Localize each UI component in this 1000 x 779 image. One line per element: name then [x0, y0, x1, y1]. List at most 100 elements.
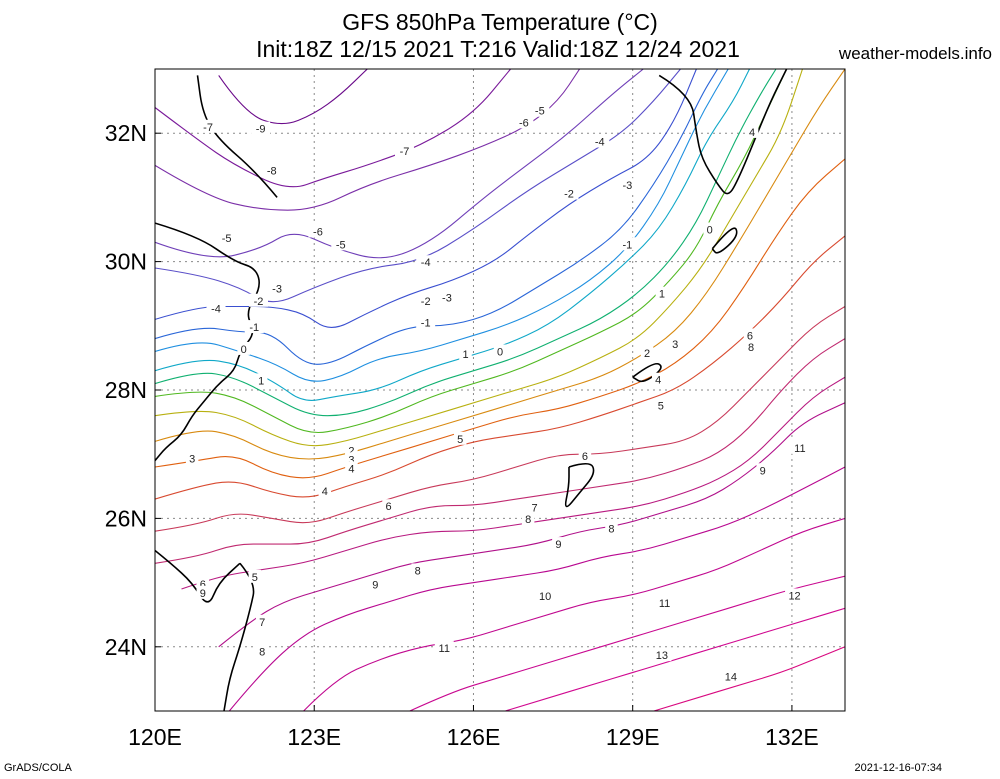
coastlines [155, 69, 788, 711]
contour-label-bg [744, 339, 758, 353]
contour-label: -4 [421, 257, 431, 269]
contour-lines [155, 69, 845, 711]
contour-line-9 [218, 402, 845, 648]
contour-label: 4 [655, 375, 661, 387]
x-tick-label: 123E [287, 724, 341, 750]
contour-label: 8 [608, 524, 614, 536]
contour-label: 13 [656, 650, 668, 662]
contour-label-bg [255, 644, 269, 658]
y-tick-label: 28N [105, 377, 147, 403]
contour-label: 4 [749, 127, 755, 139]
contour-label: 0 [241, 344, 247, 356]
contour-line-2 [155, 69, 804, 447]
contour-label-bg [530, 103, 550, 117]
coastline [223, 562, 255, 711]
contour-label-bg [521, 512, 535, 526]
contour-label: -8 [267, 165, 277, 177]
contour-label-bg [721, 669, 741, 683]
contour-label: 6 [747, 330, 753, 342]
contour-line-minus9 [218, 69, 368, 125]
contour-label: -3 [442, 293, 452, 305]
contour-line-8 [181, 376, 845, 590]
contour-label-bg [552, 537, 565, 551]
contour-label: 3 [672, 339, 678, 351]
contour-label: -5 [336, 239, 346, 251]
contour-line-minus1 [155, 69, 750, 401]
contour-label-bg [206, 301, 226, 315]
contour-label-bg [217, 230, 237, 244]
coastline [711, 227, 738, 254]
contour-label: 4 [348, 463, 354, 475]
coastline [658, 69, 788, 195]
contour-label: 5 [457, 434, 463, 446]
contour-label: 5 [658, 400, 664, 412]
contour-label: 7 [259, 617, 265, 629]
contour-line-14 [653, 646, 845, 711]
coastline [632, 363, 662, 383]
contour-label: 0 [497, 346, 503, 358]
coastline [155, 222, 260, 462]
contour-line-minus4 [155, 69, 697, 328]
contour-label-bg [394, 144, 414, 158]
contour-label: -2 [421, 296, 431, 308]
y-tick-label: 24N [105, 634, 147, 660]
contour-label: -4 [211, 303, 221, 315]
generated-timestamp: 2021-12-16-07:34 [854, 762, 942, 774]
contour-label: -1 [249, 322, 259, 334]
contour-label-bg [652, 648, 672, 662]
contour-label-bg [249, 293, 268, 307]
coastline [196, 75, 278, 198]
contour-label: 1 [659, 289, 665, 301]
contour-label: -5 [535, 106, 545, 118]
contour-label-bg [262, 163, 282, 177]
contour-label-bg [703, 222, 716, 236]
contour-label: -2 [564, 189, 574, 201]
contour-label-bg [437, 290, 457, 304]
contour-label: 11 [794, 443, 805, 455]
contour-label-bg [745, 124, 759, 138]
contour-label: 6 [385, 501, 391, 513]
contour-label: 8 [415, 565, 421, 577]
contour-label: -6 [313, 226, 323, 238]
contour-line-3 [155, 69, 845, 460]
contour-label-bg [267, 281, 287, 295]
contour-label: 6 [200, 579, 206, 591]
y-tick-label: 32N [105, 120, 147, 146]
contour-label-bg [790, 440, 810, 454]
contour-label-bg [244, 320, 264, 334]
contour-label: 6 [582, 451, 588, 463]
contour-label-bg [251, 121, 271, 135]
contour-label-bg [578, 449, 592, 463]
contour-label-bg [514, 115, 534, 129]
x-tick-label: 132E [765, 724, 819, 750]
contour-label: -7 [400, 146, 410, 158]
y-tick-label: 30N [105, 249, 147, 275]
contour-label: 8 [259, 646, 265, 658]
contour-label-bg [198, 119, 218, 133]
contour-label: 3 [348, 454, 354, 466]
contour-label: 9 [200, 588, 206, 600]
contour-label: 7 [531, 502, 537, 514]
contour-label-bg [237, 341, 250, 355]
contour-label-bg [528, 500, 541, 514]
contour-label-bg [756, 463, 769, 477]
contour-label-bg [416, 315, 436, 329]
contour-label: 14 [725, 671, 737, 683]
contour-label: 3 [189, 454, 195, 466]
contour-label-bg [590, 134, 610, 148]
contour-label-bg [382, 499, 395, 513]
contour-label: 1 [258, 375, 264, 387]
contour-label-bg [345, 461, 358, 475]
contour-label-bg [655, 286, 669, 300]
contour-line-minus6 [155, 69, 644, 259]
contour-label: 4 [322, 486, 328, 498]
contour-label-bg [785, 588, 805, 602]
contour-label: 11 [659, 598, 670, 610]
contour-label: 5 [252, 572, 258, 584]
contour-label-bg [254, 373, 268, 387]
contour-label-bg [605, 521, 618, 535]
contour-line-5 [155, 235, 845, 500]
credit-label: weather-models.info [838, 44, 992, 63]
contour-label: -7 [203, 122, 213, 134]
